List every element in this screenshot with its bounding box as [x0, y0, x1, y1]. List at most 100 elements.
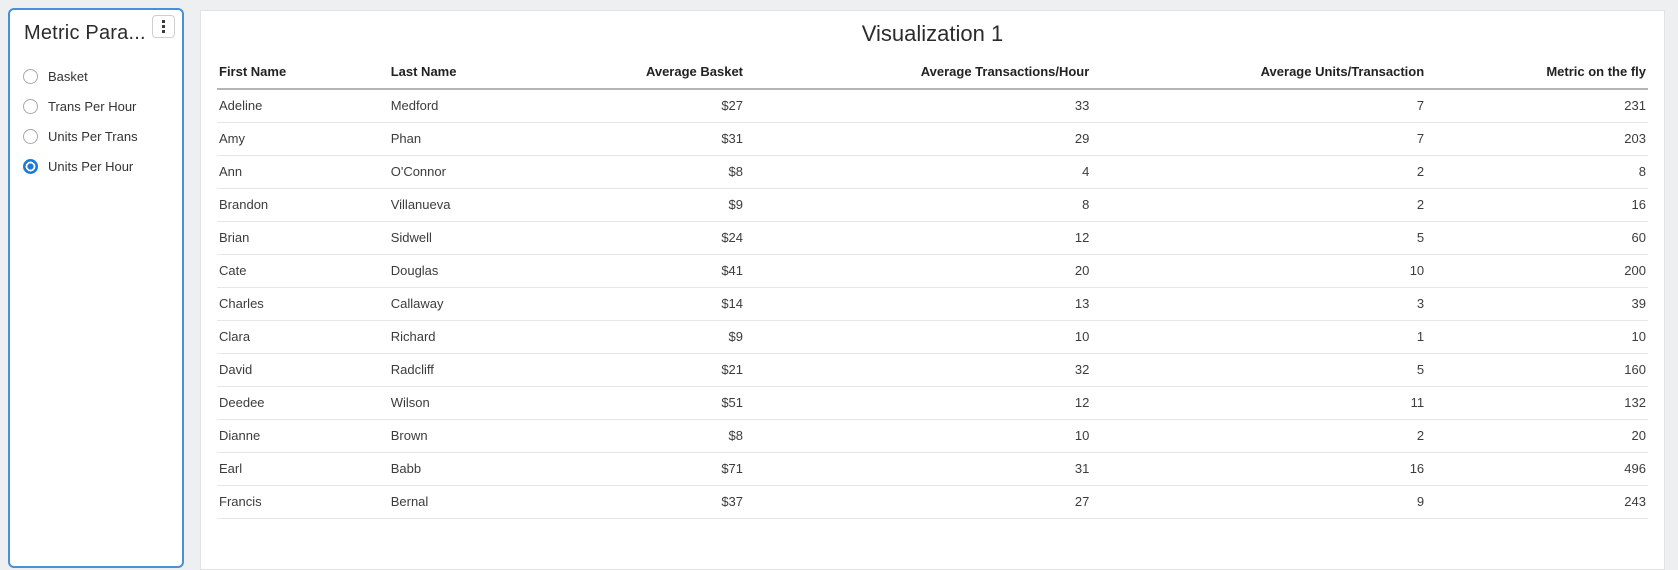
- table-cell: $21: [559, 353, 746, 387]
- table-cell: 203: [1426, 122, 1648, 156]
- table-row[interactable]: Earl Babb $71 31 16 496: [217, 452, 1648, 486]
- table-cell: 29: [745, 122, 1092, 156]
- panel-menu-button[interactable]: [152, 15, 175, 38]
- panel-title: Metric Para...: [24, 22, 146, 44]
- table-cell: 60: [1426, 221, 1648, 255]
- table-cell: 7: [1091, 89, 1427, 123]
- table-row[interactable]: Adeline Medford $27 33 7 231: [217, 89, 1648, 123]
- table-cell: $37: [559, 485, 746, 519]
- table-row[interactable]: Cate Douglas $41 20 10 200: [217, 254, 1648, 288]
- table-cell: 9: [1091, 485, 1427, 519]
- table-cell: 8: [745, 188, 1092, 222]
- table-cell: 10: [1426, 320, 1648, 354]
- table-cell: 496: [1426, 452, 1648, 486]
- table-cell: 12: [745, 386, 1092, 420]
- radio-label: Units Per Trans: [48, 128, 138, 144]
- table-cell: Radcliff: [388, 353, 559, 387]
- table-cell: 2: [1091, 419, 1427, 453]
- radio-unselected-icon[interactable]: [23, 98, 38, 114]
- radio-option-trans-per-hour[interactable]: Trans Per Hour: [23, 91, 169, 121]
- table-cell: $71: [559, 452, 746, 486]
- table-cell: Callaway: [388, 287, 559, 321]
- radio-label: Basket: [48, 68, 88, 84]
- table-row[interactable]: David Radcliff $21 32 5 160: [217, 353, 1648, 387]
- table-cell: Clara: [217, 320, 389, 354]
- table-cell: 20: [745, 254, 1092, 288]
- table-cell: $51: [559, 386, 746, 420]
- table-cell: Brian: [217, 221, 389, 255]
- table-row[interactable]: Deedee Wilson $51 12 11 132: [217, 386, 1648, 420]
- table-cell: 243: [1426, 485, 1648, 519]
- table-cell: Cate: [217, 254, 389, 288]
- table-cell: 4: [745, 155, 1092, 189]
- table-cell: 5: [1091, 353, 1427, 387]
- table-cell: Babb: [388, 452, 559, 486]
- table-cell: 10: [745, 320, 1092, 354]
- table-cell: Richard: [388, 320, 559, 354]
- radio-label: Units Per Hour: [48, 158, 134, 174]
- table-cell: $8: [559, 155, 746, 189]
- column-header-average-transactions-hour[interactable]: Average Transactions/Hour: [745, 55, 1092, 90]
- radio-option-units-per-trans[interactable]: Units Per Trans: [23, 121, 169, 151]
- table-cell: 10: [745, 419, 1092, 453]
- table-cell: Brandon: [217, 188, 389, 222]
- radio-unselected-icon[interactable]: [23, 128, 38, 144]
- column-header-first-name[interactable]: First Name: [217, 55, 389, 90]
- table-cell: 33: [745, 89, 1092, 123]
- table-cell: 11: [1091, 386, 1427, 420]
- table-cell: 2: [1091, 188, 1427, 222]
- column-header-last-name[interactable]: Last Name: [388, 55, 559, 90]
- table-row[interactable]: Amy Phan $31 29 7 203: [217, 122, 1648, 156]
- column-header-metric-on-the-fly[interactable]: Metric on the fly: [1426, 55, 1648, 90]
- table-cell: 12: [745, 221, 1092, 255]
- table-cell: 1: [1091, 320, 1427, 354]
- kebab-menu-icon: [162, 20, 165, 33]
- table-row[interactable]: Brandon Villanueva $9 8 2 16: [217, 188, 1648, 222]
- table-cell: Brown: [388, 419, 559, 453]
- radio-selected-icon[interactable]: [23, 158, 38, 174]
- table-row[interactable]: Charles Callaway $14 13 3 39: [217, 287, 1648, 321]
- table-header-row: First Name Last Name Average Basket Average…: [217, 55, 1648, 90]
- table-cell: $9: [559, 320, 746, 354]
- table-cell: $41: [559, 254, 746, 288]
- table-cell: Adeline: [217, 89, 389, 123]
- table-cell: 5: [1091, 221, 1427, 255]
- metric-parameter-panel: Metric Para... Basket Trans Per Hour Units…: [8, 8, 184, 568]
- table-cell: $14: [559, 287, 746, 321]
- visualization-title: Visualization 1: [861, 21, 1004, 46]
- table-cell: Francis: [217, 485, 389, 519]
- table-row[interactable]: Clara Richard $9 10 1 10: [217, 320, 1648, 354]
- table-cell: Charles: [217, 287, 389, 321]
- table-cell: Dianne: [217, 419, 389, 453]
- table-cell: 27: [745, 485, 1092, 519]
- column-header-average-units-transaction[interactable]: Average Units/Transaction: [1091, 55, 1427, 90]
- radio-label: Trans Per Hour: [48, 98, 137, 114]
- table-row[interactable]: Ann O'Connor $8 4 2 8: [217, 155, 1648, 189]
- table-row[interactable]: Dianne Brown $8 10 2 20: [217, 419, 1648, 453]
- table-cell: David: [217, 353, 389, 387]
- table-cell: Sidwell: [388, 221, 559, 255]
- visualization-panel: Visualization 1 First Name Last Name Avera…: [200, 10, 1665, 570]
- table-cell: $9: [559, 188, 746, 222]
- table-cell: Wilson: [388, 386, 559, 420]
- table-row[interactable]: Francis Bernal $37 27 9 243: [217, 485, 1648, 519]
- radio-option-units-per-hour[interactable]: Units Per Hour: [23, 151, 169, 181]
- table-cell: Douglas: [388, 254, 559, 288]
- table-cell: Medford: [388, 89, 559, 123]
- table-cell: 2: [1091, 155, 1427, 189]
- table-cell: 8: [1426, 155, 1648, 189]
- table-cell: Bernal: [388, 485, 559, 519]
- table-cell: O'Connor: [388, 155, 559, 189]
- table-cell: Phan: [388, 122, 559, 156]
- table-cell: 10: [1091, 254, 1427, 288]
- table-cell: Amy: [217, 122, 389, 156]
- table-cell: $27: [559, 89, 746, 123]
- radio-unselected-icon[interactable]: [23, 68, 38, 84]
- data-table: First Name Last Name Average Basket Average…: [217, 55, 1648, 519]
- column-header-average-basket[interactable]: Average Basket: [559, 55, 746, 90]
- table-row[interactable]: Brian Sidwell $24 12 5 60: [217, 221, 1648, 255]
- table-cell: 13: [745, 287, 1092, 321]
- table-cell: 160: [1426, 353, 1648, 387]
- table-cell: 200: [1426, 254, 1648, 288]
- radio-option-basket[interactable]: Basket: [23, 61, 169, 91]
